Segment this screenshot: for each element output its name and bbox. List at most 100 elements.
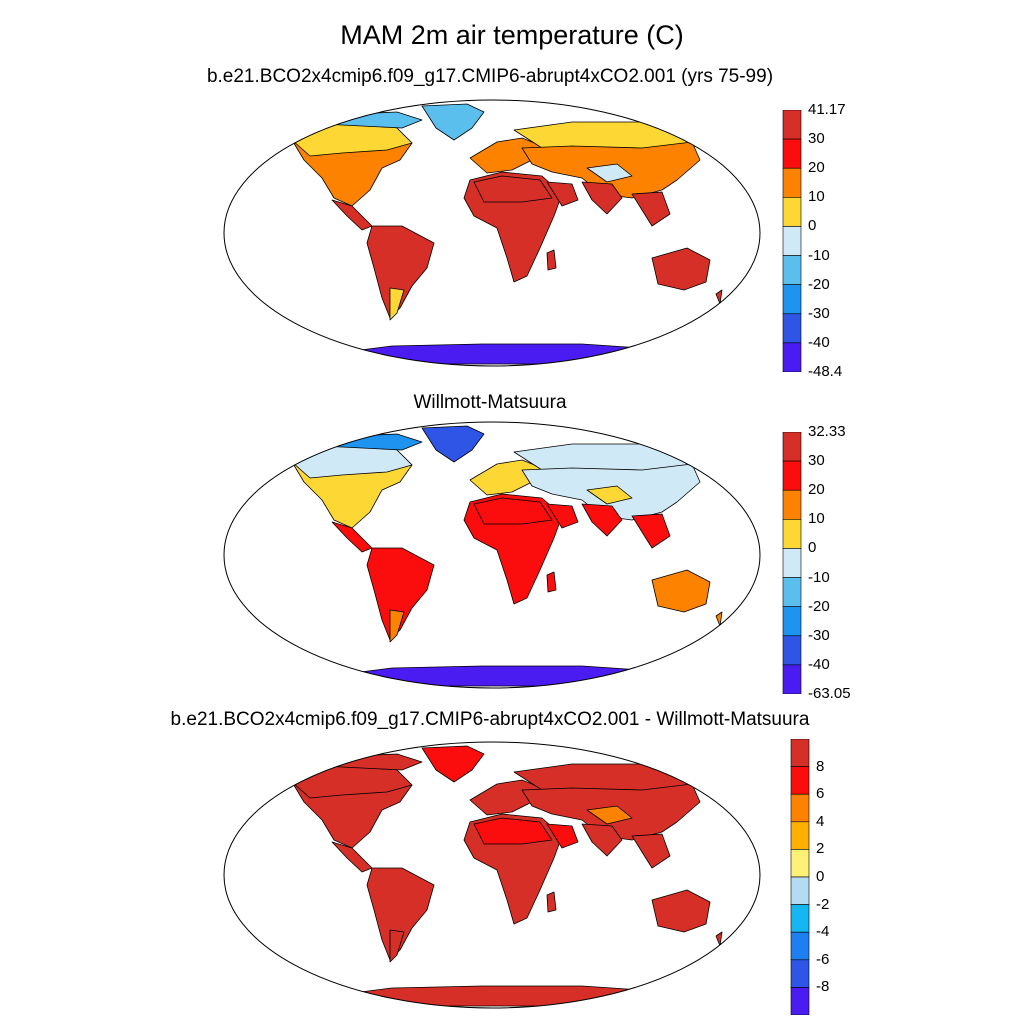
colorbar-obs: 32.33 30 20 10 0 -10 -20 -30 -40 -63.05 [782, 423, 882, 702]
sahara-land [473, 817, 553, 845]
colorbar-model: 41.17 30 20 10 0 -10 -20 -30 -40 -48.4 [782, 101, 882, 380]
colorbar-label: -40 [808, 333, 830, 351]
south-america-land [366, 547, 435, 641]
greenland-land [421, 103, 485, 141]
panel-title-model: b.e21.BCO2x4cmip6.f09_g17.CMIP6-abrupt4x… [206, 66, 774, 87]
colorbar-label: 32.33 [808, 423, 846, 440]
colorbar-swatch [790, 959, 810, 988]
colorbar-label: 6 [816, 785, 825, 803]
new-zealand-land [715, 931, 723, 947]
colorbar-label: 20 [808, 159, 825, 177]
colorbar-swatch [782, 489, 802, 520]
colorbar-label: 0 [816, 868, 825, 885]
madagascar-land [546, 249, 557, 271]
colorbar-swatch [782, 197, 802, 227]
colorbar-swatch [782, 110, 802, 140]
antarctica-land [336, 985, 663, 1007]
colorbar-label: -4 [816, 923, 830, 941]
madagascar-land [546, 571, 557, 593]
map-boundary [223, 99, 761, 367]
new-zealand-land [715, 289, 723, 305]
colorbar-swatch [782, 606, 802, 637]
south-asia-land [581, 503, 623, 537]
se-asia-land [631, 833, 671, 869]
panel-title-obs: Willmott-Matsuura [413, 392, 567, 413]
colorbar-label: -20 [808, 275, 830, 293]
colorbar-swatch [782, 519, 802, 549]
colorbar-swatch [782, 167, 802, 198]
colorbar-swatch [782, 432, 802, 462]
colorbar-label: -6 [816, 950, 830, 968]
figure-title: MAM 2m air temperature (C) [340, 20, 684, 50]
colorbar-swatch [790, 876, 810, 905]
colorbar-label: 10 [808, 188, 825, 206]
arabia-land [546, 181, 579, 207]
colorbar-label: -30 [808, 304, 830, 322]
colorbar-label: -2 [816, 895, 830, 913]
colorbar-swatch [790, 849, 810, 878]
colorbar-swatch [782, 138, 802, 169]
colorbar-swatch [782, 226, 802, 256]
colorbar-label: 2 [816, 840, 825, 858]
patagonia-land [389, 609, 405, 643]
australia-land [651, 247, 711, 291]
tibet-land [586, 805, 633, 825]
antarctica-land [336, 343, 663, 365]
colorbar-label: -48.4 [808, 363, 843, 380]
colorbar-swatches [782, 110, 802, 372]
colorbar-label: 10 [808, 510, 825, 528]
arabia-land [546, 823, 579, 849]
colorbar-swatch [790, 904, 810, 933]
se-asia-land [631, 513, 671, 549]
colorbar-label: 30 [808, 130, 825, 148]
se-asia-land [631, 191, 671, 227]
tibet-land [586, 485, 633, 505]
panel-title-diff: b.e21.BCO2x4cmip6.f09_g17.CMIP6-abrupt4x… [170, 709, 810, 730]
map-boundary [223, 421, 761, 689]
colorbar-label: -10 [808, 246, 830, 264]
colorbar-label: -40 [808, 655, 830, 673]
colorbar-swatch [790, 931, 810, 961]
colorbar-swatches [790, 739, 810, 1015]
greenland-land [421, 425, 485, 463]
map-diff [223, 741, 761, 1009]
south-america-land [366, 225, 435, 319]
colorbar-label: -10 [808, 568, 830, 586]
new-zealand-land [715, 611, 723, 627]
colorbar-label: -30 [808, 626, 830, 644]
colorbar-swatch [782, 548, 802, 578]
patagonia-land [389, 287, 405, 321]
sahara-land [473, 497, 553, 525]
madagascar-land [546, 891, 557, 913]
colorbar-label: 0 [808, 217, 817, 235]
australia-land [651, 569, 711, 613]
south-asia-land [581, 181, 623, 215]
colorbar-label: 0 [808, 539, 817, 557]
map-obs [223, 421, 761, 689]
colorbar-swatch [790, 987, 810, 1015]
colorbar-swatch [782, 635, 802, 666]
colorbar-swatch [782, 284, 802, 315]
colorbar-label: 41.17 [808, 101, 846, 118]
colorbar-label: -8 [816, 978, 830, 996]
antarctica-land [336, 665, 663, 687]
sahara-land [473, 175, 553, 203]
greenland-land [421, 745, 485, 783]
south-america-land [366, 867, 435, 961]
colorbar-swatch [790, 793, 810, 823]
colorbar-swatch [782, 460, 802, 491]
arabia-land [546, 503, 579, 529]
colorbar-swatch [782, 664, 802, 694]
colorbar-label: -63.05 [808, 685, 851, 702]
colorbar-swatch [782, 255, 802, 285]
colorbar-swatch [790, 739, 810, 767]
colorbar-label: 4 [816, 812, 825, 830]
australia-land [651, 889, 711, 933]
colorbar-label: -20 [808, 597, 830, 615]
south-asia-land [581, 823, 623, 857]
colorbar-diff: 8 6 4 2 0 -2 -4 -6 -8 [790, 739, 890, 1015]
colorbar-swatch [782, 313, 802, 344]
colorbar-swatch [790, 766, 810, 795]
map-boundary [223, 741, 761, 1009]
colorbar-swatch [782, 577, 802, 607]
